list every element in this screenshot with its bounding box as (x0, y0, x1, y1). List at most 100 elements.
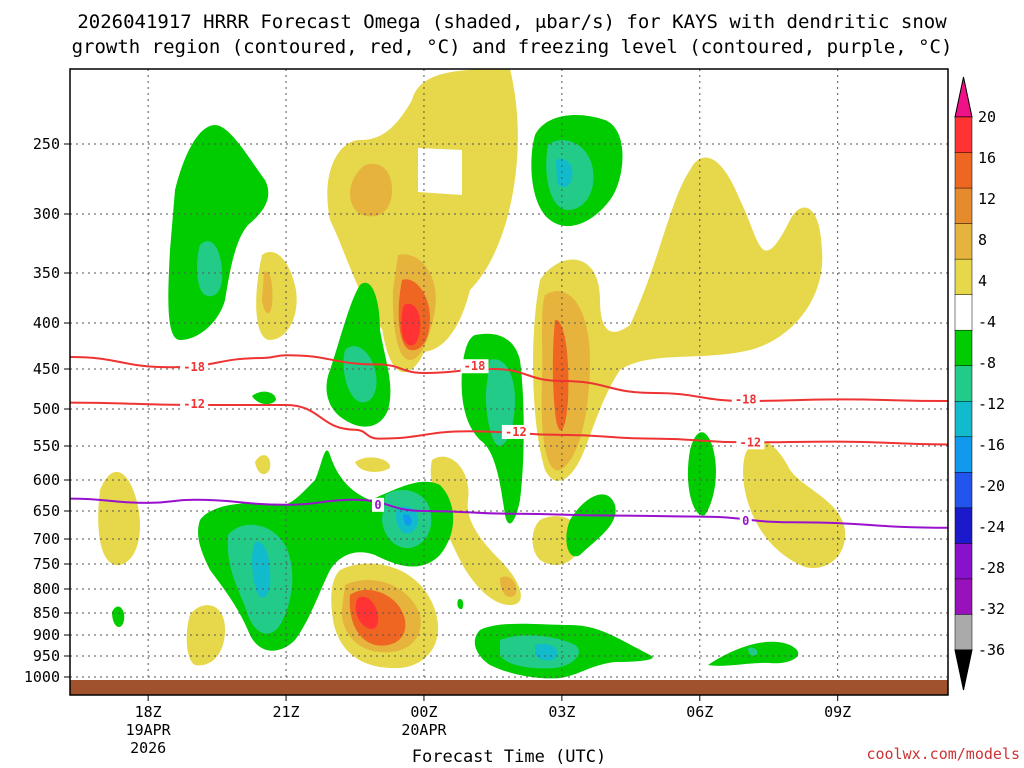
omega-positive-left-bottom (186, 605, 225, 666)
grid-lines (70, 69, 948, 695)
colorbar-label-8: -16 (978, 436, 1005, 454)
omega-negative-mid-right-8 (485, 359, 515, 446)
contour-label-bg-1 (460, 359, 489, 374)
colorbar-band-6 (954, 329, 973, 367)
omega-positive-far-left (98, 471, 140, 566)
colorbar-band-7 (954, 365, 973, 403)
x-axis-title: Forecast Time (UTC) (412, 747, 606, 767)
omega-negative-tiny-left-a (112, 606, 125, 627)
omega-positive-lower-mid-8 (500, 576, 517, 597)
omega-positive-right-large (533, 157, 823, 481)
colorbar-bottom-arrow (954, 649, 973, 691)
chart-title-line-1: 2026041917 HRRR Forecast Omega (shaded, … (77, 11, 947, 33)
y-tick-label-300: 300 (33, 205, 60, 223)
colorbar-label-6: -8 (978, 354, 996, 372)
contour-label-2: -18 (735, 392, 757, 406)
omega-negative-left-upper-8 (197, 241, 223, 297)
omega-zero-hole (418, 148, 462, 195)
colorbar-band-4 (954, 258, 973, 296)
omega-shading (98, 69, 846, 679)
colorbar-label-10: -24 (978, 518, 1005, 536)
omega-negative-tiny-left-b (252, 391, 276, 405)
y-tick-label-600: 600 (33, 471, 60, 489)
y-tick-label-550: 550 (33, 437, 60, 455)
x-tick-date-18Z: 19APR (126, 721, 172, 739)
colorbar-label-7: -12 (978, 395, 1005, 413)
y-tick-label-350: 350 (33, 264, 60, 282)
contour-label-bg-3 (180, 397, 209, 412)
contour-label-bg-2 (731, 392, 760, 407)
colorbar-band-11 (954, 507, 973, 545)
omega-negative-tiny-mid (457, 598, 464, 610)
colorbar-label-5: -4 (978, 313, 996, 331)
colorbar-label-3: 8 (978, 231, 987, 249)
contour-label-3: -12 (183, 397, 205, 411)
y-tick-label-650: 650 (33, 502, 60, 520)
contour-label-4: -12 (505, 425, 527, 439)
omega-negative-left-upper (168, 125, 269, 340)
omega-positive-lower-mid (430, 456, 521, 605)
colorbar-band-12 (954, 543, 973, 580)
temperature-contours: -18 -18 -18 -12 -12 -12 0 0 (69, 354, 949, 529)
contour-label-bg-6 (371, 497, 384, 512)
x-tick-label-21Z: 21Z (273, 703, 300, 721)
plot-frame (69, 68, 949, 696)
x-tick-label-06Z: 06Z (686, 703, 713, 721)
omega-positive-mid-center-16 (401, 303, 421, 346)
ground-surface (70, 680, 948, 695)
contour-label-bg-5 (736, 435, 765, 450)
colorbar-band-9 (954, 436, 973, 474)
omega-negative-right-600 (687, 432, 716, 516)
contour-label-bg-7 (739, 514, 752, 529)
colorbar-label-2: 12 (978, 190, 996, 208)
colorbar-label-0: 20 (978, 108, 996, 126)
omega-positive-left-small-600 (255, 455, 271, 475)
contour-line-0-2 (69, 497, 949, 529)
colorbar-band-13 (954, 578, 973, 616)
omega-positive-right-12 (552, 319, 569, 431)
y-tick-label-800: 800 (33, 580, 60, 598)
omega-negative-center-lower-16 (403, 514, 412, 526)
omega-positive-left-upper-8 (262, 271, 273, 314)
y-tick-label-500: 500 (33, 400, 60, 418)
colorbar-label-1: 16 (978, 149, 996, 167)
y-tick-label-250: 250 (33, 135, 60, 153)
contour-label-0: -18 (183, 360, 205, 374)
colorbar-label-9: -20 (978, 477, 1005, 495)
omega-positive-left-small-600b (355, 457, 391, 472)
chart-title-line-2: growth region (contoured, red, °C) and f… (72, 36, 953, 58)
omega-positive-upper-center (327, 69, 518, 352)
colorbar-band-14 (954, 614, 973, 651)
omega-negative-left-lower-12 (252, 541, 271, 598)
colorbar-label-13: -36 (978, 641, 1005, 659)
contour-label-1: -18 (464, 359, 486, 373)
colorbar-band-10 (954, 472, 973, 509)
y-tick-label-950: 950 (33, 647, 60, 665)
y-tick-label-450: 450 (33, 360, 60, 378)
colorbar-band-8 (954, 401, 973, 438)
colorbar-band-0 (954, 116, 973, 154)
colorbar-band-5 (954, 294, 973, 331)
colorbar-band-2 (954, 187, 973, 225)
omega-negative-top-right-12 (556, 158, 573, 188)
contour-label-bg-4 (501, 424, 530, 439)
x-tick-label-09Z: 09Z (824, 703, 851, 721)
colorbar: 20 16 12 8 4 -4 -8 -12 -16 -20 -24 -28 -32 -36 (954, 76, 1005, 691)
x-tick-label-00Z: 00Z (410, 703, 437, 721)
colorbar-band-1 (954, 152, 973, 189)
omega-positive-right-lower (743, 440, 846, 569)
contour-label-bg-0 (180, 360, 209, 375)
y-tick-label-700: 700 (33, 530, 60, 548)
x-tick-year-18Z: 2026 (130, 739, 166, 757)
contour-line--12-1 (69, 401, 949, 446)
omega-positive-bottom-center-16 (355, 596, 379, 629)
y-tick-label-400: 400 (33, 314, 60, 332)
y-tick-label-1000: 1000 (24, 668, 60, 686)
omega-positive-upper-center-8 (349, 163, 392, 217)
credit-text: coolwx.com/models (866, 745, 1020, 763)
x-tick-label-18Z: 18Z (135, 703, 162, 721)
y-tick-label-750: 750 (33, 555, 60, 573)
y-tick-label-850: 850 (33, 604, 60, 622)
